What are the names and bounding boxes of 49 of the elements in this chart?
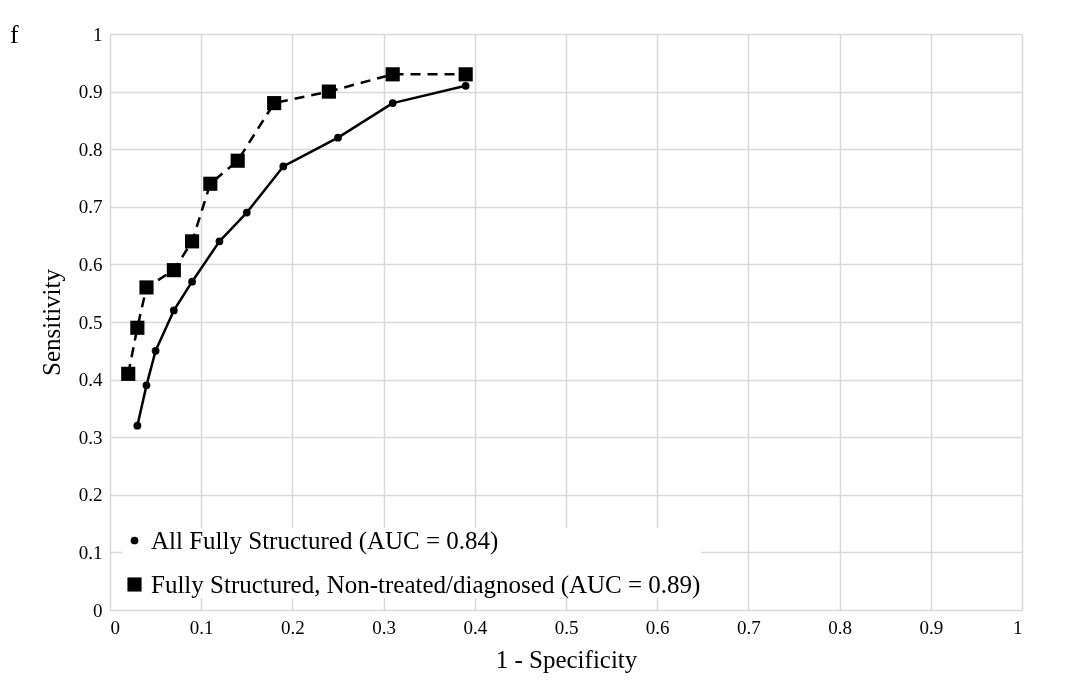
- point: [130, 320, 145, 335]
- legend-label: Fully Structured, Non-treated/diagnosed (AUC = 0.89): [151, 570, 701, 599]
- point: [458, 67, 473, 82]
- x-tick-label: 0: [110, 616, 120, 638]
- point: [388, 99, 397, 107]
- point: [166, 263, 181, 278]
- x-tick-label: 0.7: [737, 616, 761, 638]
- y-tick-label: 0.9: [78, 81, 103, 103]
- y-tick-label: 1: [93, 23, 103, 45]
- y-tick-label: 0.5: [78, 311, 103, 333]
- point: [121, 366, 136, 381]
- legend-label: All Fully Structured (AUC = 0.84): [151, 526, 499, 555]
- x-tick-label: 0.3: [372, 616, 396, 638]
- y-tick-label: 0: [93, 599, 103, 621]
- x-tick-label: 0.5: [554, 616, 579, 638]
- text: f: [10, 20, 19, 49]
- point: [142, 381, 151, 390]
- point: [185, 234, 200, 249]
- point: [188, 277, 196, 286]
- point: [230, 153, 245, 168]
- point: [321, 84, 336, 99]
- x-tick-label: 0.9: [919, 616, 944, 638]
- y-tick-label: 0.3: [78, 426, 103, 448]
- y-tick-label: 0.7: [78, 196, 103, 218]
- y-tick-label: 0.1: [78, 541, 103, 563]
- point: [334, 133, 342, 142]
- x-tick-label: 0.2: [281, 616, 305, 638]
- point: [139, 280, 154, 295]
- point: [385, 67, 400, 82]
- point: [169, 306, 178, 315]
- point: [279, 162, 288, 171]
- x-tick-label: 0.8: [828, 616, 852, 638]
- point: [267, 96, 282, 111]
- y-tick-label: 0.4: [78, 369, 103, 391]
- point: [215, 237, 224, 246]
- y-axis-title: Sensitivity: [37, 268, 65, 376]
- point: [151, 346, 160, 355]
- x-tick-label: 0.4: [463, 616, 488, 638]
- x-axis-title: 1 - Specificity: [495, 645, 638, 673]
- point: [133, 421, 142, 430]
- y-tick-label: 0.2: [78, 484, 103, 506]
- x-tick-label: 0.6: [645, 616, 670, 638]
- point: [461, 81, 470, 90]
- y-tick-label: 0.6: [78, 253, 103, 275]
- x-tick-label: 0.1: [189, 616, 214, 638]
- point: [242, 208, 251, 217]
- point: [203, 176, 218, 191]
- y-tick-label: 0.8: [78, 138, 103, 160]
- x-tick-label: 1: [1013, 616, 1023, 638]
